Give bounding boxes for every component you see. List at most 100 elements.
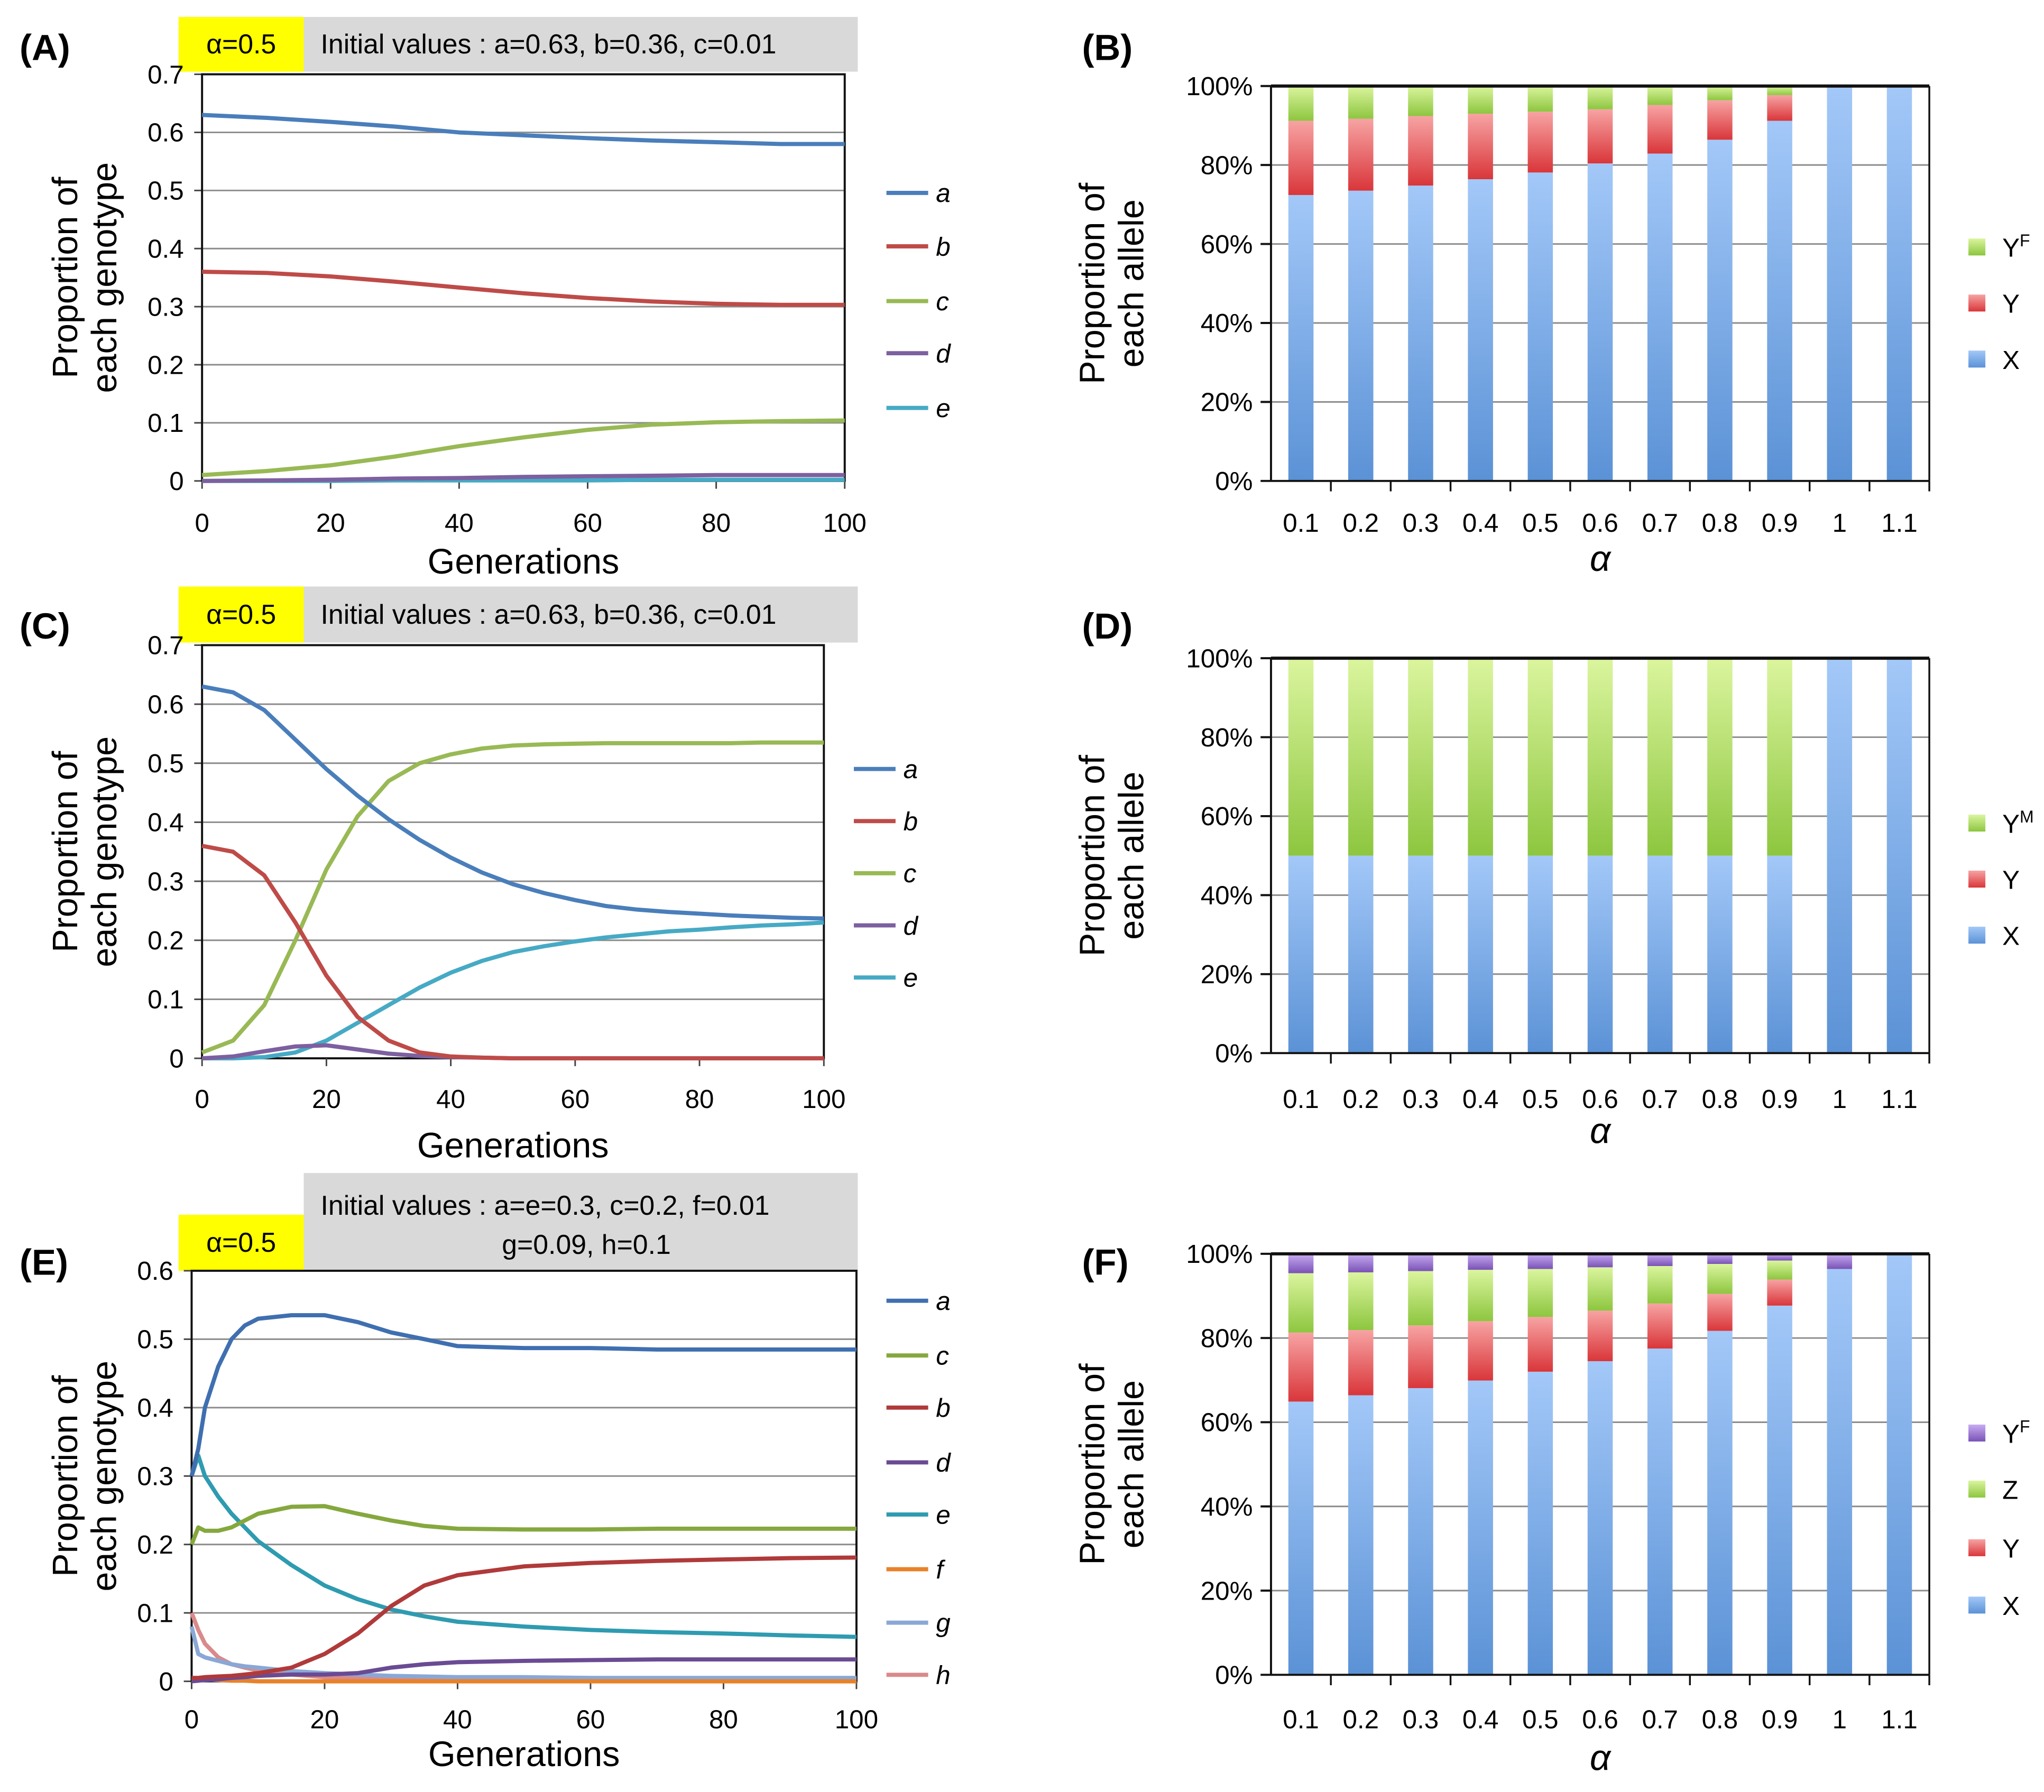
x-tick-label: 0.7 bbox=[1642, 509, 1678, 538]
bar-segment-x bbox=[1647, 153, 1673, 481]
bar-segment-x bbox=[1827, 86, 1853, 481]
legend-label: c bbox=[904, 859, 917, 888]
bar-segment-y bbox=[1468, 1321, 1493, 1381]
x-tick-label: 0 bbox=[185, 1705, 199, 1734]
bar-segment-y bbox=[1587, 109, 1613, 164]
y-axis-title: Proportion of bbox=[46, 1375, 85, 1577]
bar-segment-y-f bbox=[1527, 86, 1553, 112]
bar-segment-x bbox=[1886, 86, 1912, 481]
y-tick-label: 20% bbox=[1201, 1576, 1253, 1605]
x-tick-label: 100 bbox=[835, 1705, 878, 1734]
bar-segment-y bbox=[1647, 105, 1673, 154]
x-tick-label: 0.7 bbox=[1642, 1085, 1678, 1114]
bar-segment-y-f bbox=[1408, 1253, 1433, 1271]
bar-segment-y bbox=[1348, 118, 1374, 191]
x-axis-title: α bbox=[1590, 1737, 1612, 1778]
y-axis-title: each genotype bbox=[85, 1361, 124, 1592]
bar-segment-y bbox=[1707, 100, 1733, 140]
bar-segment-y bbox=[1468, 114, 1493, 180]
legend-swatch-y bbox=[1968, 871, 1986, 888]
y-tick-label: 100% bbox=[1186, 1240, 1253, 1269]
x-tick-label: 0.6 bbox=[1582, 1705, 1618, 1734]
bar-segment-x bbox=[1647, 1348, 1673, 1675]
legend-label-superscript: M bbox=[2020, 807, 2034, 826]
x-tick-label: 0.8 bbox=[1702, 509, 1738, 538]
legend-label: X bbox=[2002, 922, 2020, 951]
alpha-badge-text: α=0.5 bbox=[206, 599, 276, 630]
legend-label: d bbox=[936, 339, 951, 368]
legend-label: a bbox=[936, 1287, 950, 1316]
bar-segment-x bbox=[1587, 1361, 1613, 1675]
legend-swatch-z bbox=[1968, 1480, 1986, 1498]
bar-segment-z bbox=[1408, 1271, 1433, 1326]
bar-segment-y-m bbox=[1767, 658, 1792, 856]
y-axis-title: each allele bbox=[1112, 199, 1152, 367]
y-tick-label: 20% bbox=[1201, 960, 1253, 989]
y-tick-label: 0.5 bbox=[137, 1325, 173, 1354]
x-tick-label: 40 bbox=[436, 1085, 465, 1114]
bar-segment-y-f bbox=[1707, 1253, 1733, 1264]
legend-label: g bbox=[936, 1609, 950, 1638]
x-tick-label: 0.2 bbox=[1342, 509, 1379, 538]
legend-label-base: Y bbox=[2002, 1534, 2020, 1563]
x-tick-label: 1.1 bbox=[1881, 509, 1918, 538]
bar-segment-y-f bbox=[1288, 1253, 1314, 1273]
legend-swatch-x bbox=[1968, 927, 1986, 944]
y-axis-title: Proportion of bbox=[1073, 182, 1112, 384]
x-axis-title: Generations bbox=[417, 1126, 609, 1165]
x-tick-label: 0.8 bbox=[1702, 1085, 1738, 1114]
bar-segment-y-m bbox=[1288, 658, 1314, 856]
bar-segment-y bbox=[1767, 95, 1792, 121]
y-tick-label: 0.1 bbox=[137, 1599, 173, 1628]
bar-segment-y-m bbox=[1527, 658, 1553, 856]
x-tick-label: 40 bbox=[443, 1705, 472, 1734]
bar-segment-y bbox=[1527, 112, 1553, 173]
legend-label: d bbox=[904, 911, 919, 940]
legend-label: e bbox=[936, 1500, 950, 1529]
legend-label: X bbox=[2002, 1592, 2020, 1621]
x-tick-label: 60 bbox=[573, 509, 602, 538]
y-tick-label: 60% bbox=[1201, 230, 1253, 259]
x-tick-label: 0.9 bbox=[1762, 1085, 1798, 1114]
y-tick-label: 100% bbox=[1186, 644, 1253, 673]
y-tick-label: 0.2 bbox=[148, 926, 184, 955]
y-axis-title: each allele bbox=[1112, 1380, 1152, 1548]
bar-segment-y-f bbox=[1348, 86, 1374, 119]
bar-segment-x bbox=[1348, 855, 1374, 1054]
bar-segment-x bbox=[1886, 658, 1912, 1054]
y-tick-label: 60% bbox=[1201, 802, 1253, 831]
legend-swatch-y bbox=[1968, 1424, 1986, 1442]
y-tick-label: 0.6 bbox=[137, 1257, 173, 1286]
x-tick-label: 0.4 bbox=[1462, 509, 1499, 538]
bar-segment-y-f bbox=[1767, 86, 1792, 95]
x-tick-label: 0.1 bbox=[1283, 509, 1319, 538]
legend-label: c bbox=[936, 1341, 949, 1370]
y-tick-label: 0.3 bbox=[137, 1462, 173, 1491]
bar-segment-z bbox=[1767, 1260, 1792, 1280]
initial-values-text: Initial values : a=0.63, b=0.36, c=0.01 bbox=[321, 29, 777, 59]
bar-segment-x bbox=[1587, 163, 1613, 481]
x-tick-label: 0 bbox=[195, 1085, 209, 1114]
bar-segment-y-f bbox=[1468, 1253, 1493, 1270]
bar-segment-x bbox=[1647, 855, 1673, 1054]
x-tick-label: 40 bbox=[445, 509, 474, 538]
bar-segment-y-f bbox=[1408, 86, 1433, 116]
alpha-badge bbox=[178, 1214, 304, 1271]
y-tick-label: 0.5 bbox=[148, 749, 184, 778]
bar-segment-y-f bbox=[1767, 1253, 1792, 1261]
y-tick-label: 0 bbox=[169, 467, 183, 496]
x-tick-label: 0.2 bbox=[1342, 1085, 1379, 1114]
bar-segment-y-f bbox=[1647, 86, 1673, 105]
y-tick-label: 0.7 bbox=[148, 60, 184, 89]
panel-e: (E) Proportion of each genotype α=0.5 Initia… bbox=[20, 1173, 951, 1774]
y-tick-label: 0.5 bbox=[148, 177, 184, 206]
series-line-e bbox=[202, 920, 824, 1061]
x-tick-label: 1.1 bbox=[1881, 1085, 1918, 1114]
legend-label: b bbox=[936, 1393, 950, 1422]
x-axis-title: Generations bbox=[428, 542, 620, 581]
x-tick-label: 0.3 bbox=[1403, 1085, 1439, 1114]
panel-label: (F) bbox=[1082, 1242, 1128, 1282]
bar-segment-x bbox=[1886, 1253, 1912, 1675]
legend-label-base: X bbox=[2002, 922, 2020, 951]
